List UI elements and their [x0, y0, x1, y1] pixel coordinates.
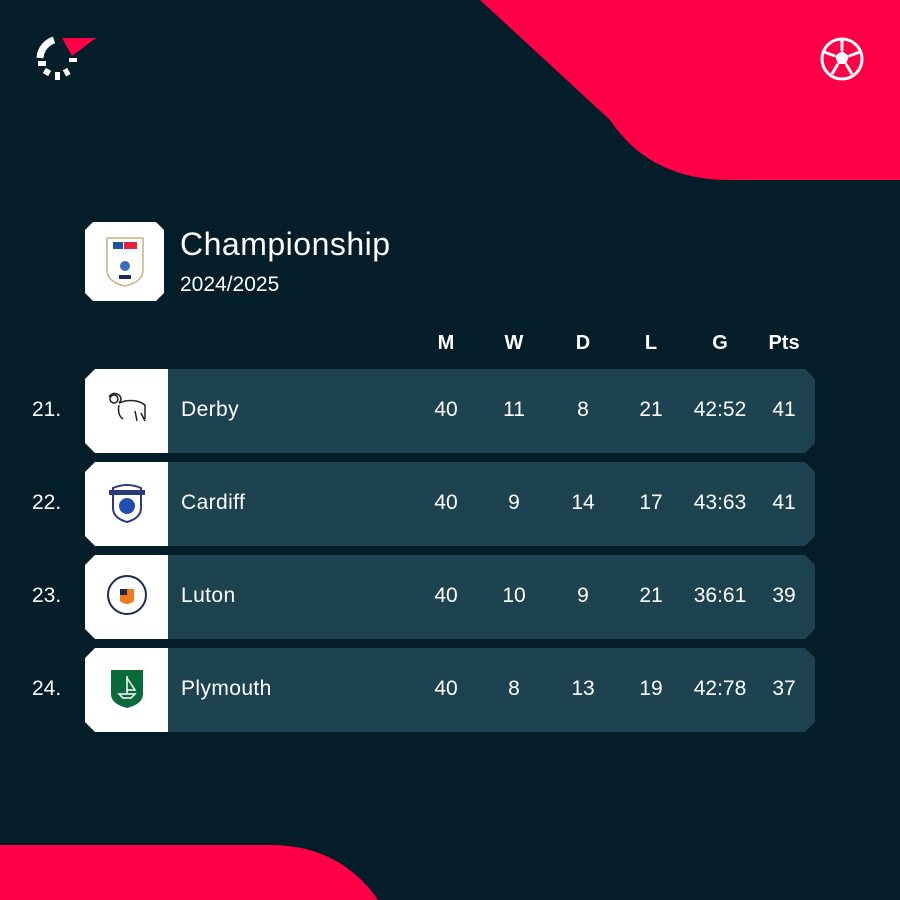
- stat-g: 42:78: [693, 677, 747, 700]
- stat-m: 40: [434, 398, 458, 421]
- plymouth-crest-icon: [107, 666, 147, 715]
- header-wins: W: [504, 332, 524, 354]
- stat-w: 10: [502, 584, 526, 607]
- stat-g: 42:52: [693, 398, 747, 421]
- stat-d: 9: [577, 584, 589, 607]
- team-crest: [85, 648, 168, 732]
- header-losses: L: [644, 332, 658, 354]
- row-panel: [168, 462, 815, 546]
- stat-l: 19: [639, 677, 663, 700]
- flashscore-logo-icon: [36, 36, 96, 80]
- league-title: Championship: [180, 226, 391, 262]
- stat-d: 8: [577, 398, 589, 421]
- table-row[interactable]: 23. Luton 40 10 9 21 36:61 39: [0, 555, 900, 639]
- header-points: Pts: [768, 332, 800, 354]
- team-crest: [85, 462, 168, 546]
- derby-crest-icon: [105, 391, 149, 432]
- team-name[interactable]: Plymouth: [181, 677, 272, 700]
- row-panel: [168, 648, 815, 732]
- stat-w: 11: [503, 398, 525, 421]
- stat-m: 40: [434, 491, 458, 514]
- cardiff-crest-icon: [107, 480, 147, 529]
- stat-d: 13: [571, 677, 595, 700]
- season-label: 2024/2025: [180, 273, 280, 296]
- efl-championship-logo-icon: [105, 236, 144, 287]
- table-row[interactable]: 24. Plymouth 40 8 13 19 42:78 37: [0, 648, 900, 732]
- stat-m: 40: [434, 584, 458, 607]
- luton-crest-icon: [105, 573, 149, 622]
- row-panel: [168, 369, 815, 453]
- rank: 23.: [32, 584, 62, 607]
- team-crest: [85, 369, 168, 453]
- header-draws: D: [575, 332, 591, 354]
- team-name[interactable]: Derby: [181, 398, 240, 421]
- league-logo: [85, 222, 164, 301]
- stat-w: 8: [508, 677, 520, 700]
- table-row[interactable]: 21. Derby 40 11 8 21 42:52 41: [0, 369, 900, 453]
- team-name[interactable]: Luton: [181, 584, 236, 607]
- stat-g: 43:63: [693, 491, 747, 514]
- football-icon: [820, 37, 864, 81]
- stat-pts: 41: [772, 491, 796, 514]
- header-matches: M: [437, 332, 455, 354]
- table-row[interactable]: 22. Cardiff 40 9 14 17 43:63 41: [0, 462, 900, 546]
- rank: 22.: [32, 491, 62, 514]
- stat-pts: 39: [772, 584, 796, 607]
- team-crest: [85, 555, 168, 639]
- stat-pts: 41: [772, 398, 796, 421]
- row-panel: [168, 555, 815, 639]
- rank: 21.: [32, 398, 62, 421]
- stat-d: 14: [571, 491, 595, 514]
- header-goals: G: [712, 332, 728, 354]
- stat-l: 21: [639, 398, 663, 421]
- stat-l: 17: [639, 491, 663, 514]
- stat-l: 21: [639, 584, 663, 607]
- team-name[interactable]: Cardiff: [181, 491, 246, 514]
- stat-pts: 37: [772, 677, 796, 700]
- rank: 24.: [32, 677, 62, 700]
- stat-m: 40: [434, 677, 458, 700]
- stat-w: 9: [508, 491, 520, 514]
- stat-g: 36:61: [693, 584, 747, 607]
